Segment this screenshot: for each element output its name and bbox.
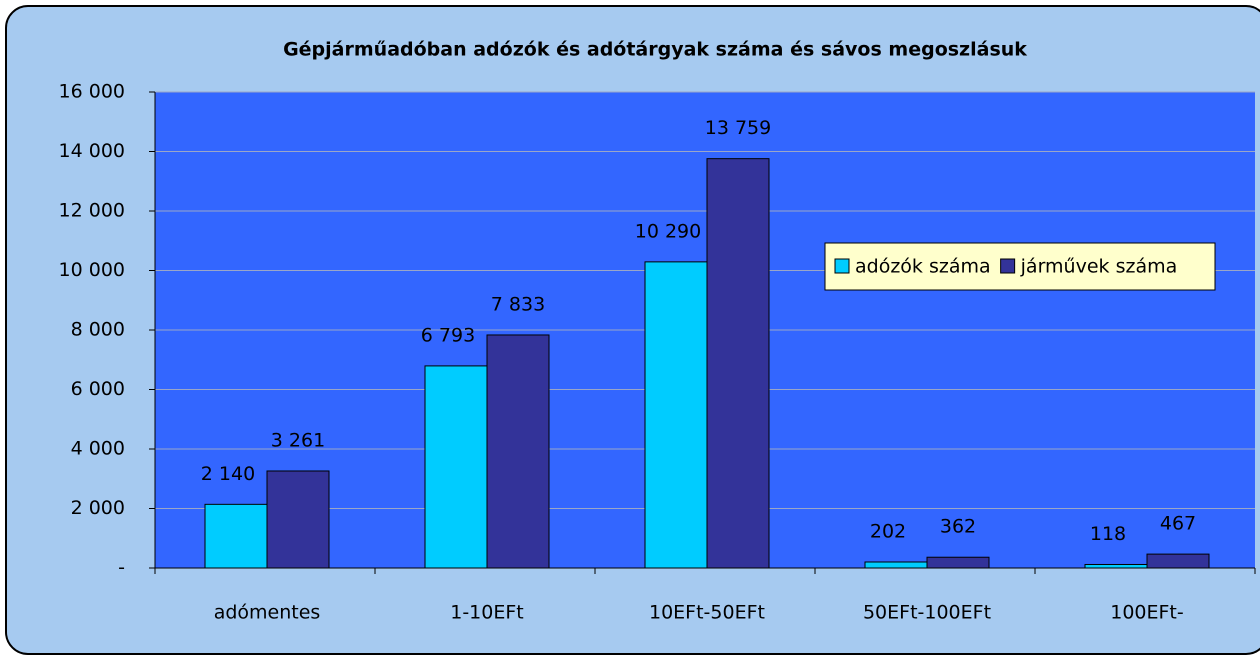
- y-tick-label: 16 000: [59, 81, 125, 103]
- value-label: 10 290: [635, 220, 701, 242]
- x-tick-label: 10EFt-50EFt: [649, 602, 765, 624]
- legend-swatch: [1000, 258, 1016, 274]
- x-tick-label: 50EFt-100EFt: [863, 602, 991, 624]
- y-tick-label: -: [118, 557, 125, 579]
- x-tick-label: adómentes: [214, 602, 321, 624]
- value-label: 362: [940, 516, 976, 538]
- y-tick-label: 14 000: [59, 140, 125, 162]
- value-label: 202: [870, 520, 906, 542]
- bar: [864, 561, 928, 569]
- legend-label: járművek száma: [1020, 256, 1178, 278]
- y-tick-label: 12 000: [59, 200, 125, 222]
- bar: [486, 334, 550, 569]
- bar: [266, 470, 330, 569]
- y-tick-label: 8 000: [71, 319, 125, 341]
- value-label: 467: [1160, 513, 1196, 535]
- x-tick-label: 100EFt-: [1110, 602, 1184, 624]
- y-tick-label: 4 000: [71, 438, 125, 460]
- bar: [1084, 563, 1148, 569]
- value-label: 2 140: [201, 463, 255, 485]
- bar: [644, 261, 708, 569]
- legend-label: adózók száma: [855, 256, 991, 278]
- value-label: 7 833: [491, 293, 545, 315]
- x-tick-label: 1-10EFt: [450, 602, 524, 624]
- value-label: 118: [1090, 523, 1126, 545]
- bar: [706, 158, 770, 569]
- y-tick-label: 6 000: [71, 378, 125, 400]
- value-label: 3 261: [271, 429, 325, 451]
- y-tick-label: 10 000: [59, 259, 125, 281]
- bar: [204, 503, 268, 569]
- value-label: 6 793: [421, 324, 475, 346]
- chart-title: Gépjárműadóban adózók és adótárgyak szám…: [283, 39, 1027, 61]
- y-tick-label: 2 000: [71, 497, 125, 519]
- legend-box: [824, 242, 1216, 291]
- value-label: 13 759: [705, 117, 771, 139]
- bar: [1146, 553, 1210, 569]
- bar: [926, 556, 990, 569]
- legend-swatch: [834, 258, 850, 274]
- bar: [424, 365, 488, 569]
